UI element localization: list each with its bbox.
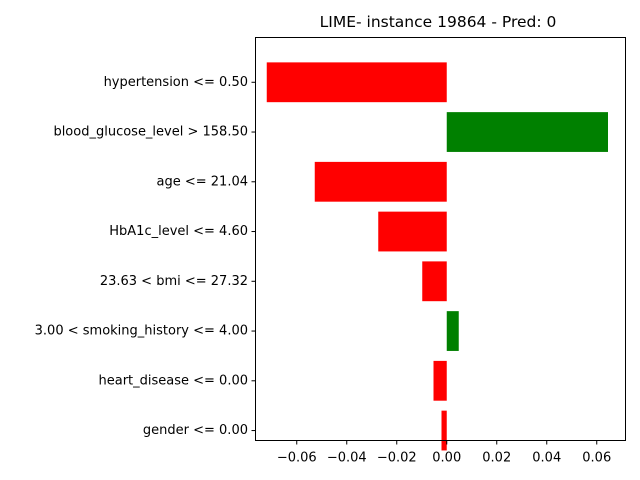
y-tick-label: 23.63 < bmi <= 27.32 [100,274,248,289]
y-tick-label: age <= 21.04 [157,174,248,189]
bar-3 [378,211,447,252]
x-tick-label: 0.02 [482,451,511,466]
x-tick-label: −0.02 [377,451,417,466]
y-tick-label: 3.00 < smoking_history <= 4.00 [35,324,248,339]
bar-0 [266,62,447,103]
x-axis: −0.06 −0.04 −0.02 0.00 0.02 0.04 0.06 [277,440,611,466]
bar-1 [446,112,608,152]
y-axis: hypertension <= 0.50 blood_glucose_level … [35,75,256,438]
x-tick-label: 0.00 [432,451,461,466]
y-tick-label: hypertension <= 0.50 [104,75,248,90]
x-tick-label: 0.06 [582,451,611,466]
bar-2 [314,161,447,202]
y-tick-label: heart_disease <= 0.00 [98,373,248,388]
bar-7 [441,410,447,451]
y-tick-label: HbA1c_level <= 4.60 [109,224,248,239]
x-tick-label: −0.06 [277,451,317,466]
y-tick-label: gender <= 0.00 [143,423,248,438]
bar-6 [433,360,447,401]
plot-frame [255,37,626,441]
bar-5 [446,311,459,351]
bars-group [266,62,608,451]
x-tick-label: −0.04 [327,451,367,466]
x-tick-label: 0.04 [532,451,561,466]
chart-title: LIME- instance 19864 - Pred: 0 [320,13,557,31]
y-tick-label: blood_glucose_level > 158.50 [53,125,248,140]
bar-4 [422,261,447,302]
